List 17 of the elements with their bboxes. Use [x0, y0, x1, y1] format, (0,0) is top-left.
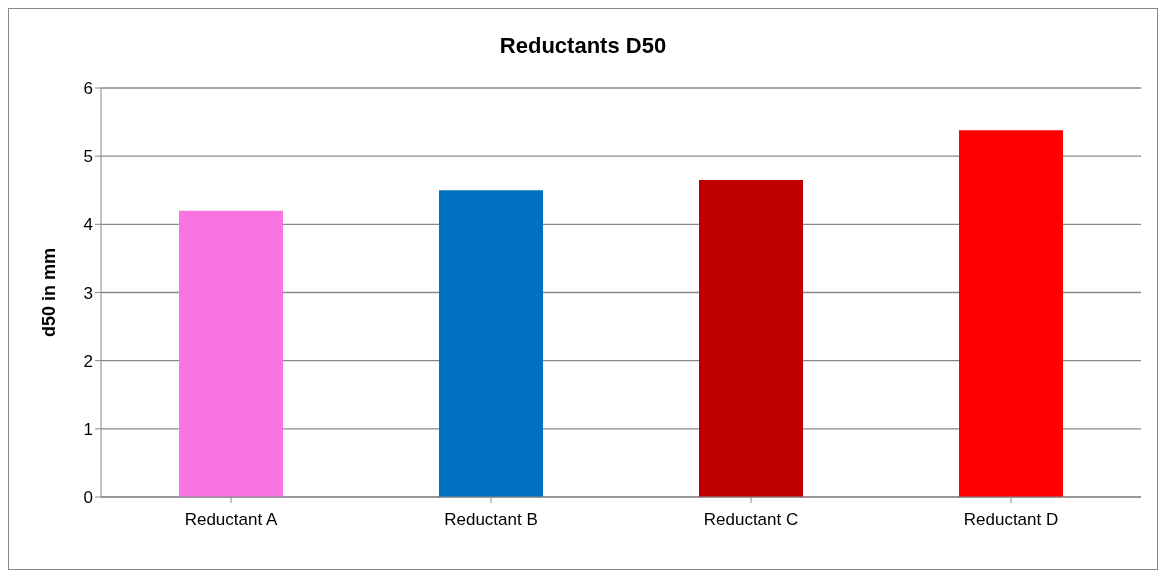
y-tick-label: 3: [83, 283, 93, 303]
x-tick-label: Reductant A: [184, 510, 278, 530]
bar: [439, 190, 543, 497]
y-tick-label: 6: [83, 79, 93, 99]
y-tick-label: 0: [83, 488, 93, 508]
bar: [959, 130, 1063, 497]
x-tick-label: Reductant B: [444, 510, 538, 530]
y-tick-label: 5: [83, 147, 93, 167]
chart-title: Reductants D50: [498, 33, 668, 59]
y-tick-label: 4: [83, 215, 93, 235]
bar: [699, 180, 803, 497]
x-tick-label: Reductant D: [963, 510, 1059, 530]
bar: [179, 210, 283, 497]
y-axis-title: d50 in mm: [39, 247, 60, 338]
x-tick-label: Reductant C: [703, 510, 799, 530]
y-tick-label: 1: [83, 419, 93, 439]
y-tick-label: 2: [83, 351, 93, 371]
